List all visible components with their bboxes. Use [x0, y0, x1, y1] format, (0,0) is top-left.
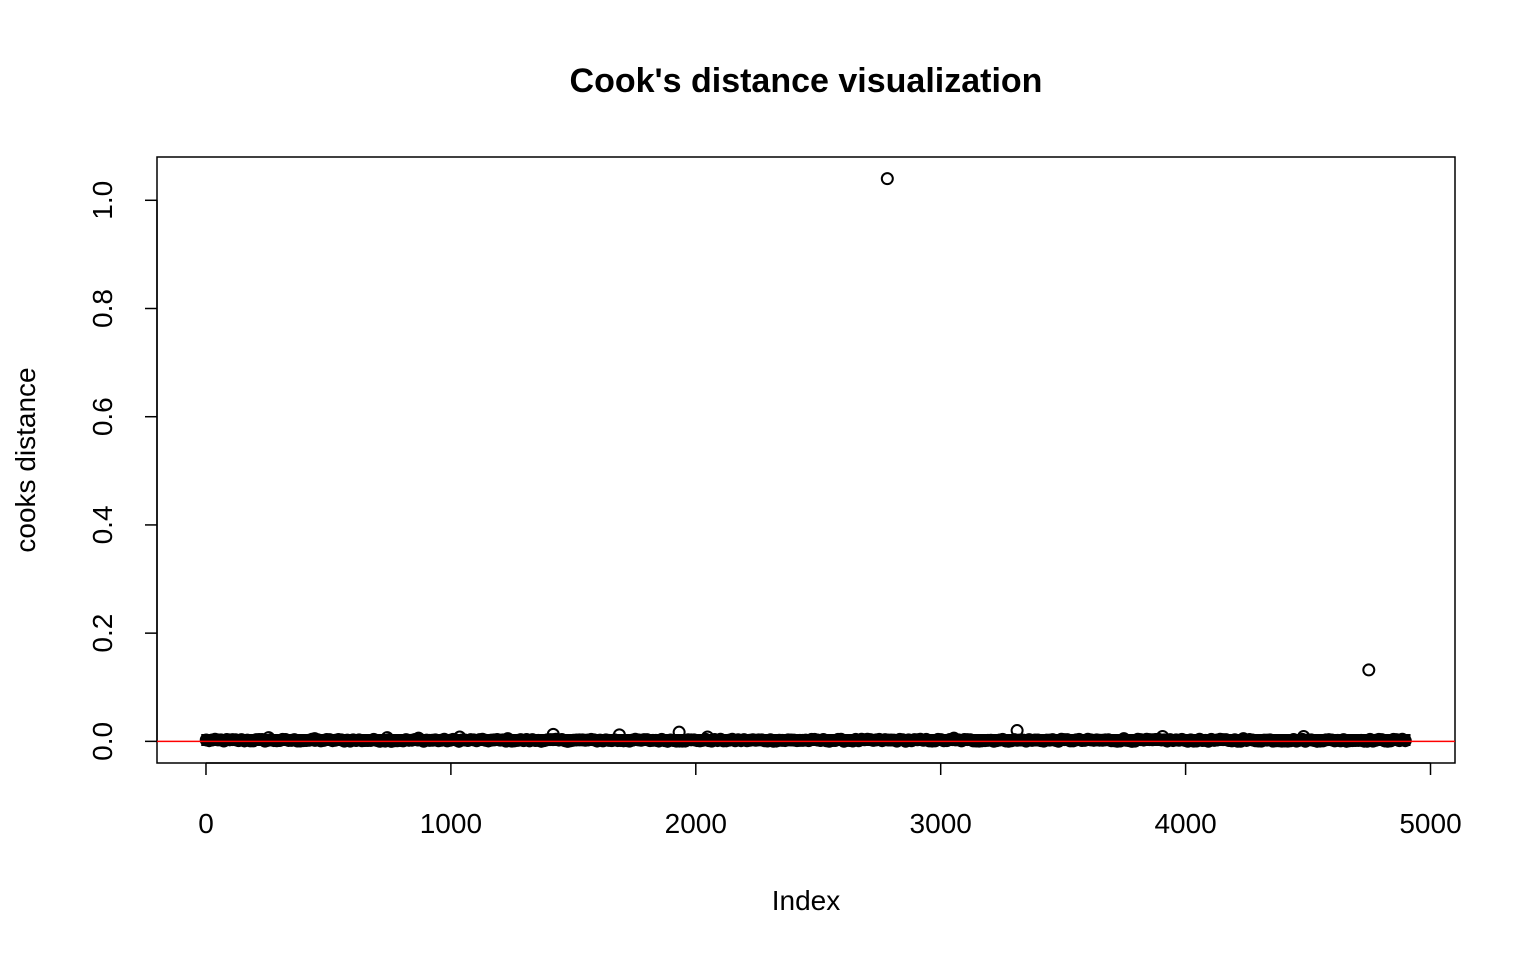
y-tick-label: 0.0 — [87, 722, 118, 761]
y-tick-label: 0.6 — [87, 397, 118, 436]
y-tick-label: 0.4 — [87, 505, 118, 544]
data-point-outlier — [612, 728, 626, 742]
x-tick-label: 2000 — [665, 808, 727, 839]
data-point-outlier — [262, 731, 276, 745]
x-axis: 0 1000 2000 3000 4000 5000 — [198, 762, 1462, 839]
x-tick-label: 3000 — [910, 808, 972, 839]
y-tick-label: 0.8 — [87, 289, 118, 328]
x-tick-label: 4000 — [1154, 808, 1216, 839]
y-axis: 0.0 0.2 0.4 0.6 0.8 1.0 — [87, 181, 158, 761]
data-points — [199, 172, 1412, 748]
data-point-outlier — [501, 732, 515, 746]
data-point-outlier — [308, 732, 322, 746]
data-point-outlier — [672, 725, 686, 739]
chart-title: Cook's distance visualization — [570, 62, 1043, 100]
data-point-outlier — [701, 730, 715, 744]
plot-frame — [156, 156, 1456, 764]
data-point-outlier — [546, 727, 560, 741]
y-tick-label: 1.0 — [87, 181, 118, 220]
x-axis-label: Index — [772, 885, 841, 916]
data-point-outlier — [1362, 663, 1376, 677]
x-tick-label: 5000 — [1399, 808, 1461, 839]
data-point-outlier — [1117, 732, 1131, 746]
x-tick-label: 0 — [198, 808, 214, 839]
data-point-outlier — [1236, 732, 1250, 746]
data-point-outlier — [412, 731, 426, 745]
data-point-outlier — [1010, 724, 1024, 738]
y-axis-label: cooks distance — [10, 367, 41, 552]
y-tick-label: 0.2 — [87, 614, 118, 653]
data-point-outlier — [453, 730, 467, 744]
data-point-outlier — [880, 172, 894, 186]
data-point-outlier — [947, 731, 961, 745]
data-point-outlier — [380, 731, 394, 745]
x-tick-label: 1000 — [420, 808, 482, 839]
